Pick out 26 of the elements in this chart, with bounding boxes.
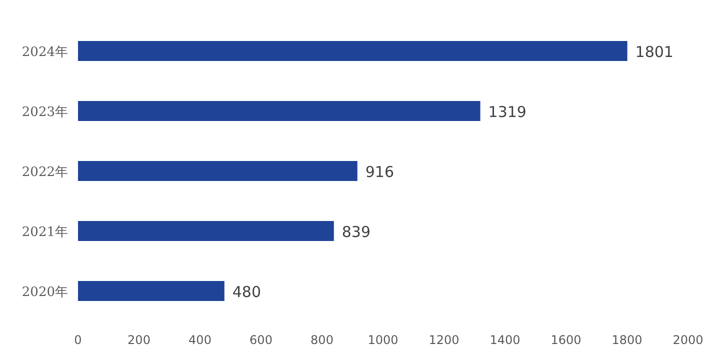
x-tick-label: 2000 xyxy=(672,333,704,347)
x-tick-label: 1000 xyxy=(368,333,398,347)
x-tick-label: 0 xyxy=(74,333,82,347)
x-tick-label: 1600 xyxy=(550,333,582,347)
x-tick-label: 400 xyxy=(188,333,212,347)
y-tick-label: 2022年 xyxy=(22,165,68,180)
data-label: 1319 xyxy=(488,103,526,121)
data-label: 1801 xyxy=(635,43,674,61)
x-tick-label: 600 xyxy=(250,333,272,347)
y-tick-label: 2021年 xyxy=(22,225,68,240)
bar xyxy=(78,41,628,61)
x-tick-label: 800 xyxy=(310,333,334,347)
data-label: 480 xyxy=(232,283,262,301)
y-tick-label: 2020年 xyxy=(22,285,68,300)
x-tick-label: 1800 xyxy=(612,333,642,347)
bar xyxy=(78,221,334,241)
x-tick-label: 1400 xyxy=(490,333,520,347)
x-tick-label: 1200 xyxy=(428,333,460,347)
data-label: 916 xyxy=(365,163,394,181)
y-tick-label: 2024年 xyxy=(22,45,68,60)
bar xyxy=(78,161,358,181)
y-tick-label: 2023年 xyxy=(22,105,68,120)
x-tick-label: 200 xyxy=(128,333,150,347)
data-label: 839 xyxy=(342,223,371,241)
bar xyxy=(78,281,224,301)
bar xyxy=(78,101,480,121)
